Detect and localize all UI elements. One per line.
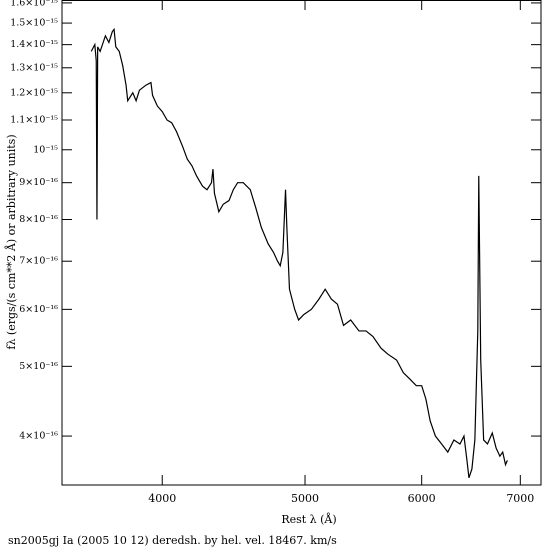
y-tick-label: 1.6×10⁻¹⁵ (10, 0, 58, 8)
y-tick-label: 1.3×10⁻¹⁵ (10, 62, 58, 73)
plot-frame (61, 0, 542, 486)
y-tick-label: 9×10⁻¹⁶ (19, 177, 58, 188)
y-tick-label: 7×10⁻¹⁶ (19, 256, 58, 267)
y-tick-label: 10⁻¹⁵ (33, 144, 58, 155)
y-tick-label: 1.4×10⁻¹⁵ (10, 39, 58, 50)
x-tick-label: 4000 (148, 492, 176, 505)
chart-title: sn2005gj Ia (2005 10 12) deredsh. by hel… (8, 534, 337, 547)
spectrum-line (90, 27, 508, 478)
x-tick-label: 5000 (291, 492, 319, 505)
y-tick-label: 6×10⁻¹⁶ (19, 304, 58, 315)
x-tick-label: 6000 (408, 492, 436, 505)
x-tick-label: 7000 (506, 492, 534, 505)
y-tick-label: 4×10⁻¹⁶ (19, 431, 58, 442)
y-tick-label: 1.5×10⁻¹⁵ (10, 18, 58, 29)
y-tick-label: 8×10⁻¹⁶ (19, 214, 58, 225)
y-tick-label: 5×10⁻¹⁶ (19, 361, 58, 372)
y-tick-label: 1.1×10⁻¹⁵ (10, 114, 58, 125)
x-axis-label: Rest λ (Å) (281, 512, 336, 526)
y-axis-label: fλ (ergs/(s cm**2 Å) or arbitrary units) (4, 134, 18, 349)
y-tick-label: 1.2×10⁻¹⁵ (10, 87, 58, 98)
